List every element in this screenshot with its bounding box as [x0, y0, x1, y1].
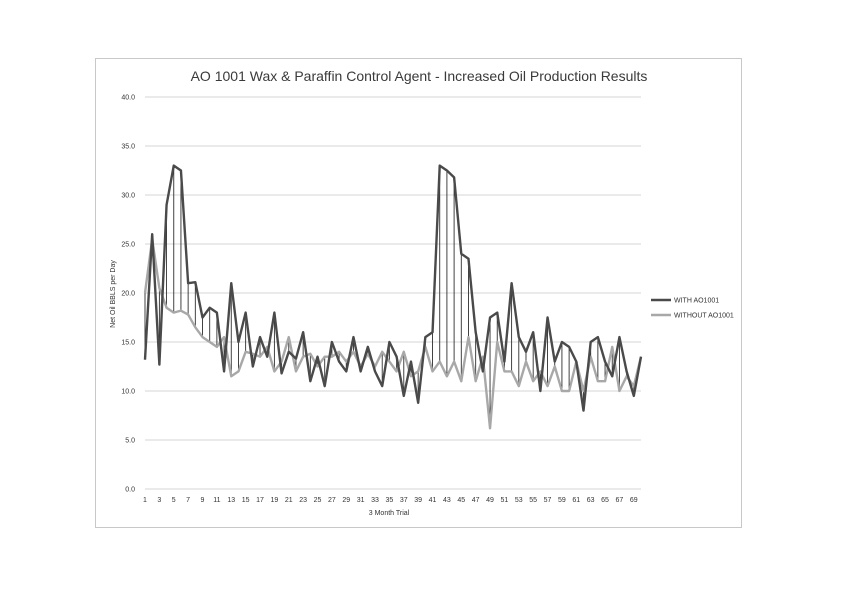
x-tick-label: 67 — [616, 497, 624, 504]
x-tick-label: 25 — [314, 497, 322, 504]
x-tick-label: 69 — [630, 497, 638, 504]
x-tick-label: 35 — [386, 497, 394, 504]
line-chart: AO 1001 Wax & Paraffin Control Agent - I… — [110, 68, 734, 517]
x-tick-label: 47 — [472, 497, 480, 504]
x-tick-label: 45 — [457, 497, 465, 504]
x-tick-label: 57 — [544, 497, 552, 504]
y-tick-label: 20.0 — [121, 291, 135, 298]
x-tick-label: 1 — [143, 497, 147, 504]
x-tick-label: 61 — [572, 497, 580, 504]
x-tick-label: 19 — [270, 497, 278, 504]
series-line-without-ao1001 — [143, 237, 643, 430]
y-axis-label: Net Oil BBLS per Day — [110, 260, 117, 328]
x-tick-label: 55 — [529, 497, 537, 504]
legend-label: WITHOUT AO1001 — [674, 313, 734, 320]
x-tick-label: 33 — [371, 497, 379, 504]
x-tick-label: 63 — [587, 497, 595, 504]
y-tick-label: 30.0 — [121, 193, 135, 200]
x-tick-label: 59 — [558, 497, 566, 504]
x-tick-label: 3 — [157, 497, 161, 504]
x-tick-label: 13 — [227, 497, 235, 504]
x-tick-label: 15 — [242, 497, 250, 504]
legend-label: WITH AO1001 — [674, 298, 719, 305]
x-tick-label: 11 — [213, 497, 220, 504]
chart-title: AO 1001 Wax & Paraffin Control Agent - I… — [191, 68, 648, 84]
x-tick-label: 49 — [486, 497, 494, 504]
x-tick-label: 29 — [342, 497, 350, 504]
y-tick-label: 10.0 — [121, 389, 135, 396]
y-tick-label: 5.0 — [125, 438, 135, 445]
x-tick-label: 21 — [285, 497, 293, 504]
x-tick-label: 7 — [186, 497, 190, 504]
y-tick-label: 40.0 — [121, 95, 135, 102]
y-tick-label: 0.0 — [125, 487, 135, 494]
x-axis-label: 3 Month Trial — [369, 510, 410, 517]
x-tick-label: 53 — [515, 497, 523, 504]
x-tick-label: 43 — [443, 497, 451, 504]
x-tick-label: 51 — [501, 497, 509, 504]
chart-frame: AO 1001 Wax & Paraffin Control Agent - I… — [95, 58, 742, 528]
y-tick-label: 35.0 — [121, 144, 135, 151]
x-tick-label: 17 — [256, 497, 264, 504]
x-tick-label: 5 — [172, 497, 176, 504]
x-tick-label: 37 — [400, 497, 408, 504]
x-tick-label: 39 — [414, 497, 422, 504]
y-tick-label: 15.0 — [121, 340, 135, 347]
x-tick-label: 41 — [429, 497, 437, 504]
x-tick-label: 23 — [299, 497, 307, 504]
y-tick-label: 25.0 — [121, 242, 135, 249]
x-tick-label: 9 — [201, 497, 205, 504]
x-tick-label: 27 — [328, 497, 336, 504]
x-tick-label: 65 — [601, 497, 609, 504]
x-tick-label: 31 — [357, 497, 365, 504]
series-line-with-ao1001 — [143, 164, 643, 412]
